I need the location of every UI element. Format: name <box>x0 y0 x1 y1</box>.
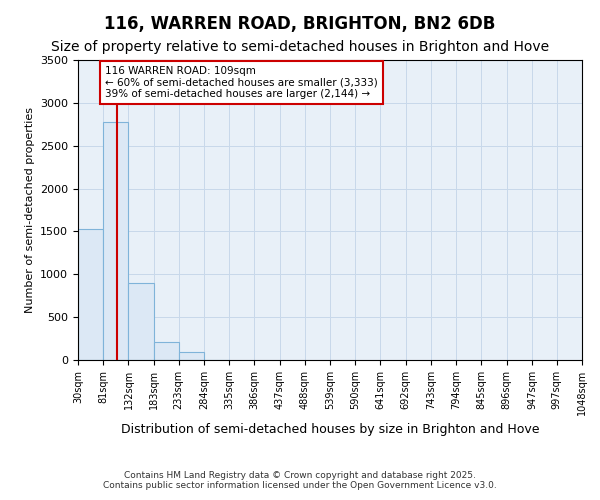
Bar <box>154 342 179 360</box>
Y-axis label: Number of semi-detached properties: Number of semi-detached properties <box>25 107 35 313</box>
X-axis label: Distribution of semi-detached houses by size in Brighton and Hove: Distribution of semi-detached houses by … <box>121 424 539 436</box>
Text: Size of property relative to semi-detached houses in Brighton and Hove: Size of property relative to semi-detach… <box>51 40 549 54</box>
Text: 116 WARREN ROAD: 109sqm
← 60% of semi-detached houses are smaller (3,333)
39% of: 116 WARREN ROAD: 109sqm ← 60% of semi-de… <box>105 66 378 99</box>
Bar <box>103 122 128 360</box>
Bar <box>179 352 204 360</box>
Text: 116, WARREN ROAD, BRIGHTON, BN2 6DB: 116, WARREN ROAD, BRIGHTON, BN2 6DB <box>104 15 496 33</box>
Bar <box>78 229 103 360</box>
Bar <box>128 283 154 360</box>
Text: Contains HM Land Registry data © Crown copyright and database right 2025.
Contai: Contains HM Land Registry data © Crown c… <box>103 470 497 490</box>
